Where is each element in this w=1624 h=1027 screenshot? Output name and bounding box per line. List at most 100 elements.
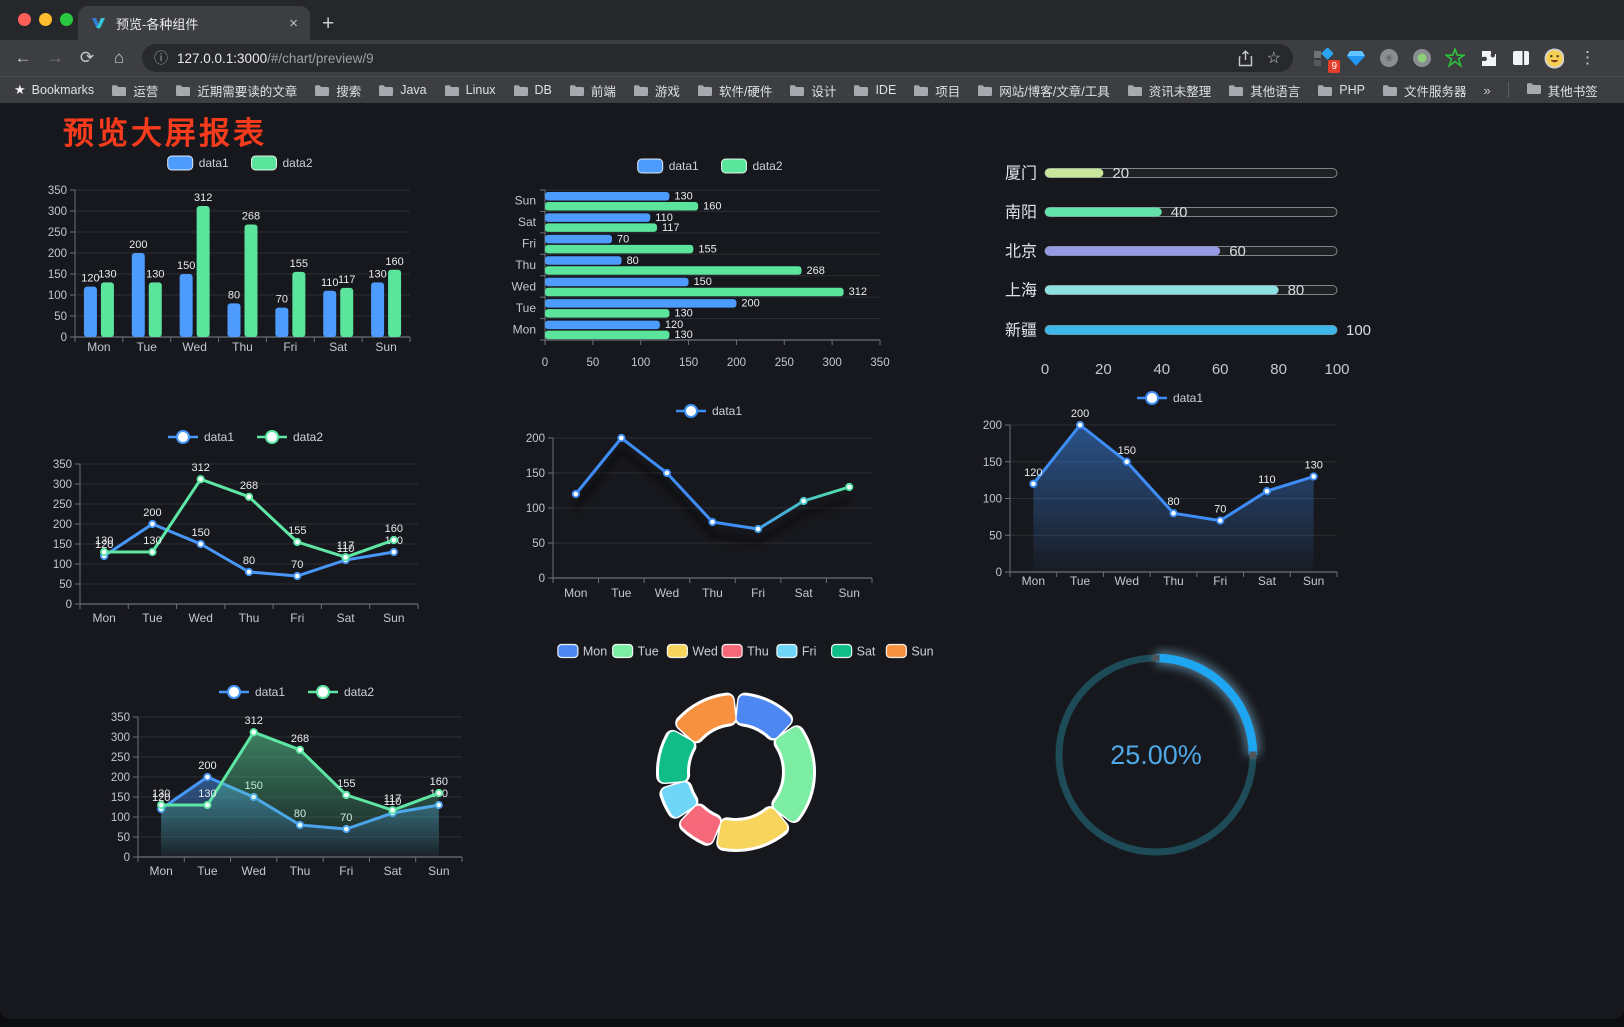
url-text[interactable]: 127.0.0.1:3000/#/chart/preview/9 [177, 50, 374, 66]
svg-text:268: 268 [807, 265, 825, 277]
svg-text:312: 312 [849, 286, 867, 298]
extension-emoji-icon[interactable] [1544, 48, 1564, 68]
bookmark-folder-item[interactable]: IDE [853, 81, 896, 100]
bookmark-folder-item[interactable]: 项目 [913, 81, 960, 100]
svg-text:Sat: Sat [795, 586, 814, 600]
svg-text:Wed: Wed [512, 279, 536, 293]
bookmark-folder-item[interactable]: DB [513, 81, 552, 100]
svg-text:50: 50 [532, 538, 545, 550]
svg-text:40: 40 [1153, 361, 1170, 378]
chart-donut[interactable]: Mon Tue Wed Thu Fri Sat Sun [545, 640, 945, 900]
svg-text:120: 120 [152, 792, 170, 804]
tab-close-icon[interactable]: × [289, 14, 298, 32]
bookmark-folder-item[interactable]: Linux [444, 81, 496, 100]
extension-devtools-icon[interactable]: 9 [1313, 48, 1340, 73]
bookmark-folder-item[interactable]: 游戏 [633, 81, 680, 100]
svg-text:250: 250 [53, 499, 72, 511]
svg-text:Thu: Thu [747, 645, 769, 659]
chart-area-two-series[interactable]: data1 data2 0 50 100 150 200 250 300 350 Mon Tue Wed… [100, 680, 515, 900]
chart-grouped-bar[interactable]: data1 data2 0 50 100 150 200 250 300 350 Mon Tue Wed… [40, 150, 460, 367]
other-bookmarks-item[interactable]: 其他书签 [1526, 81, 1598, 100]
svg-text:200: 200 [1071, 408, 1089, 420]
folder-icon [176, 84, 191, 96]
home-icon[interactable]: ⌂ [113, 48, 125, 67]
bookmark-folder-item[interactable]: 设计 [789, 81, 836, 100]
bookmark-folder-item[interactable]: 网站/博客/文章/工具 [977, 81, 1110, 100]
bookmark-folder-item[interactable]: 近期需要读的文章 [175, 81, 297, 100]
bookmark-folder-item[interactable]: 搜索 [314, 81, 361, 100]
svg-text:117: 117 [338, 274, 356, 286]
folder-icon [1526, 82, 1542, 98]
reload-icon[interactable]: ⟳ [79, 48, 95, 67]
bookmark-star-icon[interactable]: ☆ [1266, 50, 1281, 67]
folder-icon [697, 84, 712, 96]
svg-text:Thu: Thu [290, 864, 311, 878]
site-info-icon[interactable]: ⓘ [154, 50, 168, 66]
svg-text:40: 40 [1171, 204, 1188, 221]
bookmark-folder-item[interactable]: 软件/硬件 [697, 81, 772, 100]
svg-text:Sun: Sun [375, 340, 396, 354]
chart-city-progress[interactable]: 厦门 20 南阳 40 北京 60 上海 80 新疆 100 0 20 40 60 80 100 [985, 160, 1385, 400]
svg-text:268: 268 [291, 733, 309, 745]
bookmarks-bar: ★ Bookmarks 运营 近期需要读的文章 搜索 Java Linux DB 前端 游戏软… [0, 76, 1624, 103]
svg-text:200: 200 [48, 248, 67, 260]
minimize-window-button[interactable] [39, 13, 52, 26]
back-icon[interactable]: ← [14, 48, 32, 67]
folder-icon [569, 84, 584, 96]
chart-gauge[interactable]: 25.00% [1046, 645, 1266, 870]
extension-gray-circle-icon[interactable]: ✳ [1379, 48, 1399, 68]
svg-text:70: 70 [276, 294, 288, 306]
svg-text:155: 155 [337, 778, 355, 790]
browser-tab[interactable]: 预览-各种组件 × [78, 6, 310, 40]
svg-text:312: 312 [245, 715, 263, 727]
chart-horizontal-bar[interactable]: data1 data2 0 50 100 150 200 250 300 350 Mon 120 130… [500, 155, 900, 375]
svg-text:0: 0 [61, 332, 67, 344]
svg-text:Tue: Tue [197, 864, 218, 878]
svg-text:120: 120 [1024, 467, 1042, 479]
svg-text:Mon: Mon [92, 611, 115, 625]
bookmark-folder-item[interactable]: 其他语言 [1228, 81, 1300, 100]
svg-text:Mon: Mon [513, 322, 536, 336]
bookmark-folder-item[interactable]: Java [378, 81, 427, 100]
bookmark-folder-item[interactable]: 前端 [569, 81, 616, 100]
close-window-button[interactable] [18, 13, 31, 26]
svg-text:Tue: Tue [142, 611, 163, 625]
share-icon[interactable] [1238, 49, 1253, 67]
svg-text:130: 130 [95, 535, 113, 547]
new-tab-button[interactable]: + [322, 12, 335, 35]
forward-icon[interactable]: → [46, 48, 64, 67]
bookmarks-manager-item[interactable]: ★ Bookmarks [14, 82, 94, 98]
chart-line-two-series[interactable]: data1 data2 0 50 100 150 200 250 300 350 Mon Tue Wed… [45, 425, 465, 642]
svg-text:新疆: 新疆 [1005, 322, 1037, 340]
extension-green-star-icon[interactable] [1445, 48, 1465, 68]
svg-text:60: 60 [1212, 361, 1229, 378]
svg-text:100: 100 [111, 812, 130, 824]
svg-text:200: 200 [526, 433, 545, 445]
extension-gem-icon[interactable] [1346, 48, 1366, 68]
chart-line-gradient[interactable]: data1 0 50 100 150 200 Mon Tue Wed Thu Fri Sat Sun [495, 400, 900, 617]
bookmark-folder-item[interactable]: 资讯未整理 [1127, 81, 1211, 100]
svg-text:Tue: Tue [516, 301, 537, 315]
chart-line-area[interactable]: data1 0 50 100 150 200 Mon Tue Wed Thu Fri Sat Sun 12… [965, 388, 1380, 605]
svg-text:Sun: Sun [839, 586, 860, 600]
bookmark-folder-item[interactable]: PHP [1317, 81, 1365, 100]
svg-text:350: 350 [48, 185, 67, 197]
bookmark-folder-item[interactable]: 文件服务器 [1382, 81, 1466, 100]
svg-text:80: 80 [1288, 282, 1305, 299]
svg-text:100: 100 [1346, 322, 1371, 339]
extensions-puzzle-icon[interactable] [1478, 48, 1498, 68]
side-panel-icon[interactable] [1511, 48, 1531, 68]
svg-text:Fri: Fri [339, 864, 353, 878]
svg-text:80: 80 [1167, 496, 1179, 508]
folder-icon [978, 84, 993, 96]
bookmark-folder-item[interactable]: 运营 [111, 81, 158, 100]
address-bar[interactable]: ⓘ 127.0.0.1:3000/#/chart/preview/9 ☆ [142, 44, 1293, 72]
zoom-window-button[interactable] [60, 13, 73, 26]
svg-text:155: 155 [290, 258, 308, 270]
svg-text:300: 300 [53, 479, 72, 491]
folder-icon [513, 84, 528, 96]
extension-green-dot-icon[interactable] [1412, 48, 1432, 68]
svg-text:130: 130 [674, 329, 692, 341]
chrome-menu-icon[interactable]: ⋮ [1579, 48, 1596, 67]
bookmarks-overflow-chevron[interactable]: » [1483, 82, 1491, 98]
